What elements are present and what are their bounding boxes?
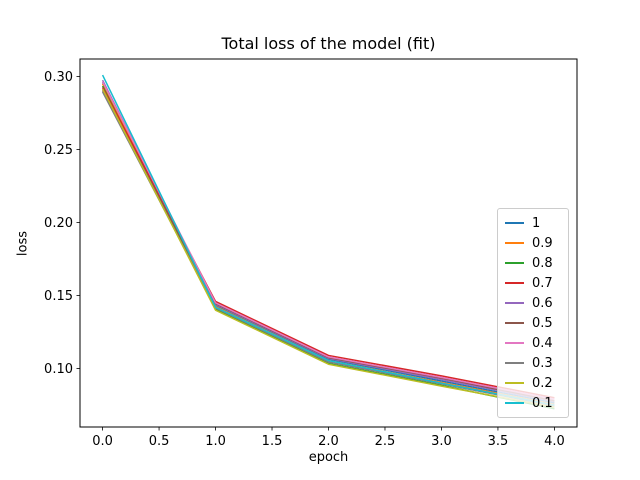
x-tick-label: 2.0 xyxy=(318,434,339,449)
x-tick-label: 0.0 xyxy=(92,434,113,449)
legend-item: 0.1 xyxy=(505,396,561,411)
y-tick-label: 0.10 xyxy=(44,362,73,377)
series-line-0.1 xyxy=(101,74,555,406)
legend-item: 0.2 xyxy=(505,376,561,391)
plot-frame xyxy=(79,58,578,428)
chart-title: Total loss of the model (fit) xyxy=(221,34,436,53)
legend-line-swatch xyxy=(505,302,524,304)
x-tick-label: 2.5 xyxy=(375,434,396,449)
x-tick-label: 1.5 xyxy=(262,434,283,449)
legend-line-swatch xyxy=(505,262,524,264)
legend-line-swatch xyxy=(505,382,524,384)
x-tick-label: 4.0 xyxy=(544,434,565,449)
legend-item: 0.5 xyxy=(505,316,561,331)
series-line-0.2 xyxy=(101,88,555,409)
legend-item: 0.7 xyxy=(505,276,561,291)
y-tick-label: 0.30 xyxy=(44,70,73,85)
legend-item: 0.8 xyxy=(505,256,561,271)
legend: 1 0.9 0.8 0.7 0.6 0.5 0.4 0.3 0.2 0.1 xyxy=(497,208,569,418)
x-tick-label: 0.5 xyxy=(149,434,170,449)
series-lines xyxy=(101,74,555,410)
x-axis-label: epoch xyxy=(308,450,349,465)
series-line-0.4 xyxy=(101,81,555,400)
y-axis-ticks: 0.10 0.15 0.20 0.25 0.30 xyxy=(44,70,80,377)
x-tick-label: 3.0 xyxy=(431,434,452,449)
y-tick-label: 0.25 xyxy=(44,143,73,158)
series-line-0.7 xyxy=(101,87,555,399)
legend-label: 0.5 xyxy=(532,315,553,331)
x-tick-label: 3.5 xyxy=(488,434,509,449)
legend-label: 0.1 xyxy=(532,395,553,411)
legend-label: 1 xyxy=(532,215,541,231)
legend-line-swatch xyxy=(505,342,524,344)
legend-label: 0.3 xyxy=(532,355,553,371)
y-axis-label: loss xyxy=(15,230,31,257)
legend-item: 0.4 xyxy=(505,336,561,351)
y-tick-label: 0.15 xyxy=(44,289,73,304)
legend-item: 0.9 xyxy=(505,236,561,251)
legend-line-swatch xyxy=(505,402,524,404)
x-tick-label: 1.0 xyxy=(205,434,226,449)
series-line-0.5 xyxy=(101,90,555,402)
legend-label: 0.6 xyxy=(532,295,553,311)
legend-line-swatch xyxy=(505,222,524,224)
legend-label: 0.8 xyxy=(532,255,553,271)
legend-label: 0.7 xyxy=(532,275,553,291)
legend-label: 0.9 xyxy=(532,235,553,251)
y-tick-label: 0.20 xyxy=(44,216,73,231)
legend-label: 0.2 xyxy=(532,375,553,391)
legend-item: 0.6 xyxy=(505,296,561,311)
legend-item: 1 xyxy=(505,216,561,231)
series-line-0.6 xyxy=(101,79,555,403)
legend-line-swatch xyxy=(505,322,524,324)
legend-line-swatch xyxy=(505,242,524,244)
legend-line-swatch xyxy=(505,362,524,364)
legend-line-swatch xyxy=(505,282,524,284)
legend-item: 0.3 xyxy=(505,356,561,371)
x-axis-ticks: 0.0 0.5 1.0 1.5 2.0 2.5 3.0 3.5 4.0 xyxy=(92,427,565,449)
legend-label: 0.4 xyxy=(532,335,553,351)
